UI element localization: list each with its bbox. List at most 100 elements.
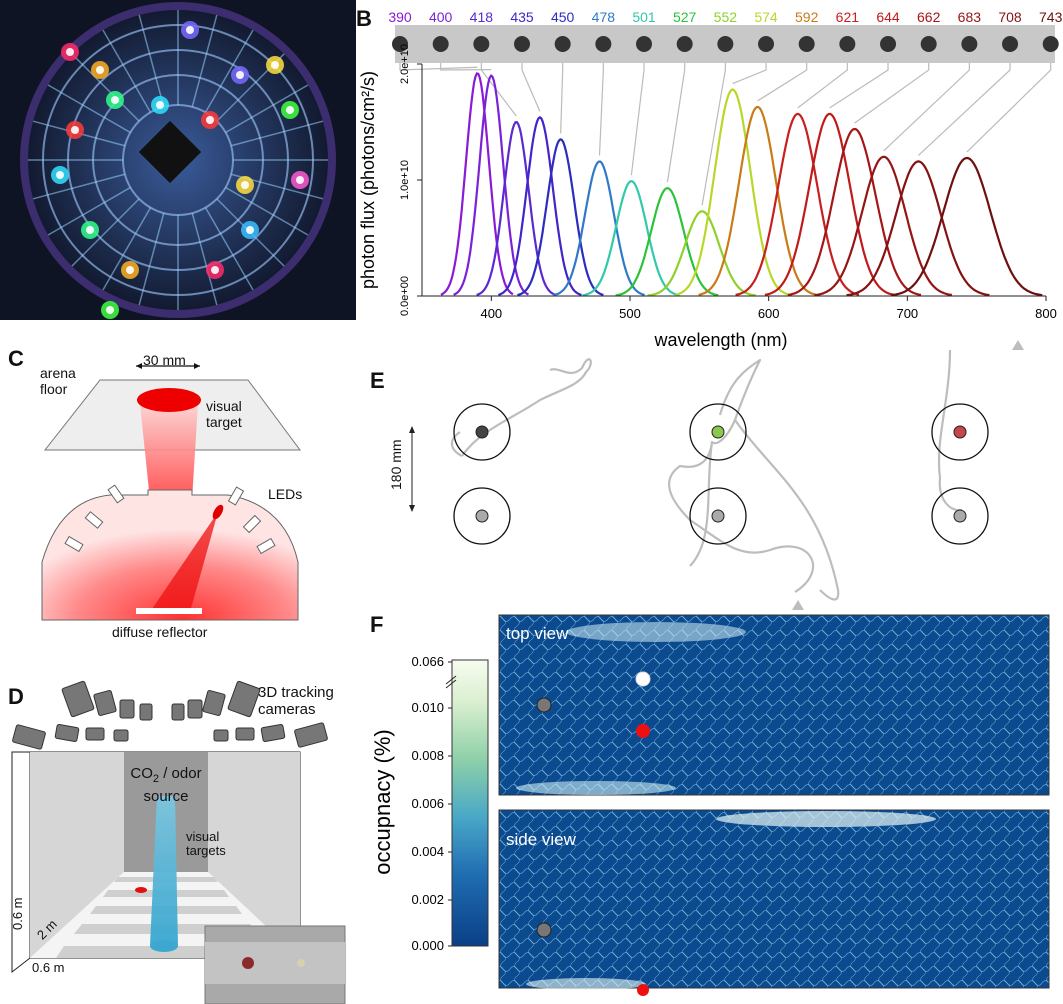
label-diffuse-reflector: diffuse reflector xyxy=(112,624,208,640)
series-683 xyxy=(814,155,953,297)
label-scale-bar: 180 mm xyxy=(388,439,404,490)
spectrum-chart: 390 400 418 435 450 478 501 527 552 574 592 621 644 6… xyxy=(358,9,1063,350)
bead-450 xyxy=(554,36,571,52)
colorbar-tick-0.066: 0.066 xyxy=(411,654,444,669)
series-743 xyxy=(891,156,1043,297)
upper-target-3 xyxy=(953,425,967,439)
series-574 xyxy=(675,88,790,296)
leader-527 xyxy=(666,63,686,183)
label-side-view: side view xyxy=(506,830,576,849)
y-tick-1.0e+10: 1.0e+10 xyxy=(399,160,411,200)
series-501 xyxy=(582,180,680,297)
diffuse-reflector-bar xyxy=(136,608,202,614)
series-435 xyxy=(497,116,582,296)
panel-label-c: C xyxy=(8,346,24,371)
leader-708 xyxy=(918,63,1011,156)
series-450 xyxy=(517,138,604,297)
side-red-target xyxy=(637,984,649,996)
peak-label-621: 621 xyxy=(836,9,860,25)
led-array-photo xyxy=(0,0,356,320)
x-tick-800: 800 xyxy=(1035,306,1057,321)
colorbar-tick-0.010: 0.010 xyxy=(411,700,444,715)
peak-label-450: 450 xyxy=(551,9,575,25)
colorbar-label: occupnacy (%) xyxy=(370,729,395,875)
leader-574 xyxy=(732,63,767,85)
peak-label-435: 435 xyxy=(510,9,534,25)
leader-552 xyxy=(701,63,726,206)
bead-418 xyxy=(473,36,490,52)
peak-label-708: 708 xyxy=(998,9,1022,25)
bead-708 xyxy=(1002,36,1019,52)
label-visual-targets: visual targets xyxy=(186,829,226,858)
bead-527 xyxy=(676,36,693,52)
label-dim-height: 0.6 m xyxy=(10,897,25,930)
bead-574 xyxy=(758,36,775,52)
leader-501 xyxy=(630,63,645,176)
peak-label-527: 527 xyxy=(673,9,697,25)
leader-662 xyxy=(854,63,930,124)
label-arena-floor: arena floor xyxy=(40,365,76,397)
leader-450 xyxy=(560,63,564,134)
leader-390 xyxy=(399,63,478,71)
y-tick-0.0e+00: 0.0e+00 xyxy=(399,276,411,316)
label-leds: LEDs xyxy=(268,486,303,502)
leader-644 xyxy=(829,63,889,109)
bead-435 xyxy=(514,36,531,52)
peak-label-574: 574 xyxy=(754,9,778,25)
bead-743 xyxy=(1042,36,1059,52)
upper-target-1 xyxy=(475,425,489,439)
colorbar xyxy=(451,659,489,947)
series-400 xyxy=(453,74,529,296)
series-552 xyxy=(647,210,756,297)
series-527 xyxy=(615,187,719,297)
series-621 xyxy=(735,112,860,296)
series-644 xyxy=(764,112,895,296)
bead-501 xyxy=(636,36,653,52)
peak-label-683: 683 xyxy=(958,9,982,25)
x-tick-700: 700 xyxy=(896,306,918,321)
series-478 xyxy=(552,160,645,297)
occupancy-panel: 0.066 0.010 0.008 0.006 0.004 0.002 0.000 occu… xyxy=(370,614,1050,996)
panel-label-f: F xyxy=(370,612,384,637)
top-view-map xyxy=(498,614,1050,796)
top-upper-target xyxy=(635,671,651,687)
peak-label-501: 501 xyxy=(632,9,656,25)
label-dim-width: 0.6 m xyxy=(32,960,65,975)
side-lower-target xyxy=(536,922,552,938)
top-lower-target xyxy=(536,697,552,713)
leader-478 xyxy=(598,63,604,156)
bead-592 xyxy=(798,36,815,52)
bead-400 xyxy=(432,36,449,52)
bead-390 xyxy=(392,36,408,52)
label-visual-target: visual target xyxy=(206,398,242,430)
bead-683 xyxy=(961,36,978,52)
label-tracking-cameras: 3D tracking cameras xyxy=(258,684,334,718)
series-390 xyxy=(440,72,514,296)
leader-400 xyxy=(440,63,492,71)
peak-label-644: 644 xyxy=(876,9,900,25)
leader-743 xyxy=(966,63,1052,153)
panel-label-d: D xyxy=(8,684,24,709)
trajectory-panel xyxy=(409,340,1024,610)
lower-target-3 xyxy=(953,509,967,523)
colorbar-tick-0.004: 0.004 xyxy=(411,844,444,859)
bead-621 xyxy=(839,36,856,52)
panel-label-e: E xyxy=(370,368,385,393)
x-tick-600: 600 xyxy=(758,306,780,321)
x-tick-500: 500 xyxy=(619,306,641,321)
leader-435 xyxy=(521,63,541,112)
peak-label-390: 390 xyxy=(388,9,412,25)
label-diameter: 30 mm xyxy=(143,352,186,368)
panel-label-b: B xyxy=(356,6,372,31)
top-red-target xyxy=(636,724,650,738)
series-662 xyxy=(787,127,922,297)
arena-schematic xyxy=(41,363,301,621)
y-axis-label: photon flux (photons/cm²/s) xyxy=(358,71,378,289)
label-odor-source: CO2 / odor source xyxy=(130,765,202,805)
bead-478 xyxy=(595,36,612,52)
bead-662 xyxy=(920,36,937,52)
label-top-view: top view xyxy=(506,624,569,643)
colorbar-tick-0.000: 0.000 xyxy=(411,938,444,953)
upper-target-2 xyxy=(711,425,725,439)
bead-644 xyxy=(880,36,897,52)
